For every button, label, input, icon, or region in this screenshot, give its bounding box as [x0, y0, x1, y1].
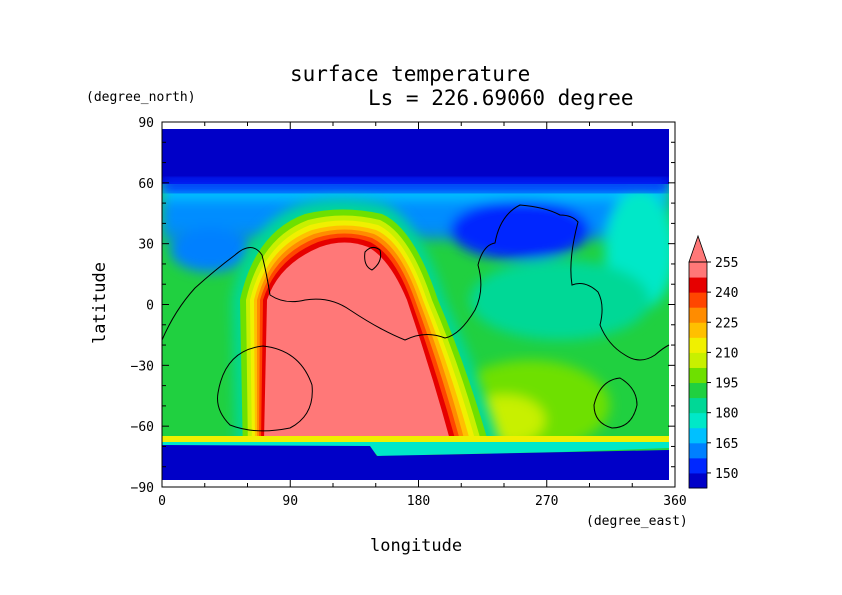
north-polar-edge — [162, 178, 669, 192]
y-tick-label: −30 — [131, 359, 154, 374]
colorbar-segment — [689, 352, 707, 368]
colorbar-segment — [689, 412, 707, 429]
south-polar-cap — [162, 445, 669, 480]
colorbar-segment — [689, 307, 707, 323]
x-tick-label: 90 — [282, 494, 298, 509]
colorbar-label: 210 — [715, 346, 738, 361]
colorbar-segment — [689, 262, 707, 278]
axes: 0 90 180 270 360 90 60 30 0 −30 −60 −90 — [131, 116, 687, 509]
colorbar-frame — [688, 261, 708, 489]
x-axis-label: longitude — [370, 536, 463, 556]
y-tick-label: 30 — [138, 238, 154, 253]
colorbar-extend-arrow — [688, 234, 708, 263]
colorbar-label: 150 — [715, 467, 738, 482]
colorbar-segment — [689, 337, 707, 353]
chart-subtitle: Ls = 226.69060 degree — [368, 86, 634, 110]
topography-contours — [161, 204, 670, 432]
y-tick-label: 90 — [138, 116, 154, 131]
colorbar-segment — [689, 292, 707, 308]
colorbar-segment — [689, 382, 707, 399]
north-polar-cap — [162, 129, 669, 184]
x-tick-label: 0 — [158, 494, 166, 509]
colorbar-segment — [689, 397, 707, 414]
chart-title: surface temperature — [290, 62, 531, 86]
northern-cool-band — [162, 180, 669, 340]
colorbar: 150 165 180 195 210 225 240 255 — [688, 234, 738, 489]
y-tick-label: −60 — [131, 420, 154, 435]
colorbar-segment — [689, 322, 707, 338]
y-axis-units: (degree_north) — [86, 90, 196, 105]
contour-south-east — [593, 377, 638, 429]
x-axis-units: (degree_east) — [586, 514, 688, 529]
colorbar-segment — [689, 457, 707, 474]
x-tick-label: 180 — [407, 494, 430, 509]
colorbar-label: 180 — [715, 407, 738, 422]
contour-small-north — [364, 246, 382, 271]
south-edge-cyan — [162, 442, 669, 456]
colorbar-label: 240 — [715, 286, 738, 301]
warm-core — [264, 242, 450, 440]
contour-south-west — [217, 345, 313, 432]
colorbar-segment — [689, 442, 707, 459]
colorbar-segment — [689, 277, 707, 293]
colorbar-segment — [689, 367, 707, 384]
colorbar-label: 165 — [715, 437, 738, 452]
y-tick-label: 0 — [146, 299, 154, 314]
colorbar-label: 195 — [715, 377, 738, 392]
contour-main — [161, 204, 670, 361]
colorbar-segment — [689, 427, 707, 444]
x-tick-label: 360 — [663, 494, 686, 509]
colorbar-segment — [689, 472, 707, 489]
colorbar-label: 255 — [715, 256, 738, 271]
colorbar-label: 225 — [715, 316, 738, 331]
y-tick-label: 60 — [138, 177, 154, 192]
x-tick-label: 270 — [535, 494, 558, 509]
temperature-field — [162, 129, 669, 480]
y-tick-label: −90 — [131, 481, 154, 496]
